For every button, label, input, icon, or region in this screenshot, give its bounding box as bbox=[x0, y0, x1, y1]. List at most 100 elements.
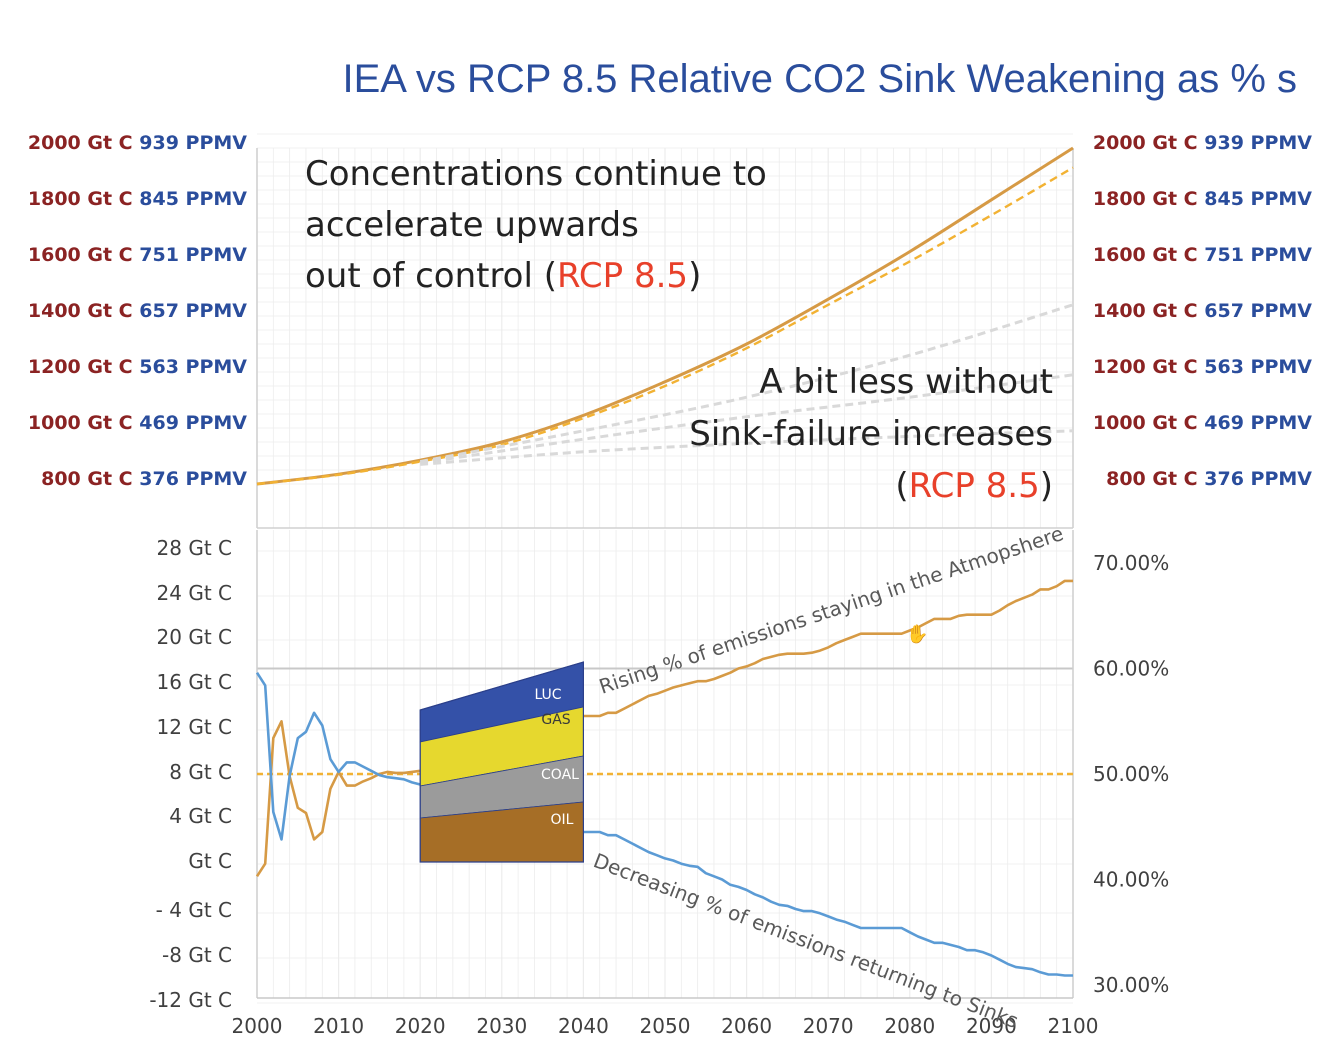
x-axis: 2000 2010 2020 2030 2040 2050 2060 2070 2080 2090… bbox=[232, 1014, 1099, 1038]
stack-outline bbox=[419, 661, 585, 863]
ppmv-value: 469 PPMV bbox=[1204, 412, 1312, 434]
lower-series-line bbox=[583, 579, 1073, 718]
upper-right-tick-label: 1000 Gt C 469 PPMV bbox=[1093, 412, 1312, 434]
gt-value: 800 Gt C bbox=[41, 468, 139, 490]
lower-left-axis: 28 Gt C 24 Gt C 20 Gt C 16 Gt C 12 Gt C 8 Gt … bbox=[149, 536, 232, 1012]
upper-series-line bbox=[420, 429, 1074, 466]
upper-gridlines bbox=[256, 133, 1074, 529]
gt-value: 2000 Gt C bbox=[1093, 132, 1204, 154]
hand-cursor-icon: ✋ bbox=[906, 623, 928, 645]
lower-right-tick-label: 40.00% bbox=[1093, 868, 1169, 892]
gt-value: 1800 Gt C bbox=[28, 188, 139, 210]
gt-value: 800 Gt C bbox=[1106, 468, 1204, 490]
lower-left-tick-label: - 4 Gt C bbox=[156, 898, 232, 922]
upper-series-line bbox=[256, 166, 1074, 486]
ppmv-value: 657 PPMV bbox=[139, 300, 247, 322]
x-tick-label: 2030 bbox=[476, 1014, 527, 1038]
lower-note-line2: Sink-failure increases bbox=[689, 414, 1053, 454]
lower-series bbox=[255, 579, 1073, 977]
upper-right-tick-label: 1200 Gt C 563 PPMV bbox=[1093, 356, 1312, 378]
lower-left-tick-label: -12 Gt C bbox=[149, 988, 232, 1012]
upper-note-suffix: ) bbox=[688, 256, 701, 296]
ppmv-value: 751 PPMV bbox=[1204, 244, 1312, 266]
gt-value: 1000 Gt C bbox=[28, 412, 139, 434]
stack-layer-label: COAL bbox=[541, 767, 579, 783]
lower-left-tick-label: 4 Gt C bbox=[169, 804, 232, 828]
gt-value: 2000 Gt C bbox=[28, 132, 139, 154]
rising-label: Rising % of emissions staying in the Atm… bbox=[596, 521, 1066, 699]
gt-value: 1600 Gt C bbox=[1093, 244, 1204, 266]
gt-value: 1800 Gt C bbox=[1093, 188, 1204, 210]
upper-note-line3: out of control (RCP 8.5) bbox=[305, 256, 701, 296]
upper-series bbox=[256, 146, 1074, 486]
gt-value: 1400 Gt C bbox=[1093, 300, 1204, 322]
lower-right-tick-label: 60.00% bbox=[1093, 657, 1169, 681]
x-tick-label: 2060 bbox=[721, 1014, 772, 1038]
ppmv-value: 845 PPMV bbox=[1204, 188, 1312, 210]
upper-note-prefix: out of control ( bbox=[305, 256, 557, 296]
lower-right-tick-label: 30.00% bbox=[1093, 973, 1169, 997]
energy-mix-stack: LUC GAS COAL OIL bbox=[419, 661, 585, 863]
upper-left-tick-label: 1600 Gt C 751 PPMV bbox=[28, 244, 247, 266]
upper-left-tick-label: 1800 Gt C 845 PPMV bbox=[28, 188, 247, 210]
upper-right-tick-label: 800 Gt C 376 PPMV bbox=[1106, 468, 1312, 490]
lower-right-tick-label: 50.00% bbox=[1093, 762, 1169, 786]
x-tick-label: 2080 bbox=[884, 1014, 935, 1038]
stack-layer-label: LUC bbox=[534, 687, 561, 703]
ppmv-value: 376 PPMV bbox=[139, 468, 247, 490]
upper-note-line2: accelerate upwards bbox=[305, 205, 639, 245]
lower-note-line1: A bit less without bbox=[759, 362, 1053, 402]
lower-right-tick-label: 70.00% bbox=[1093, 551, 1169, 575]
lower-note-suffix: ) bbox=[1040, 466, 1053, 506]
upper-note-highlight: RCP 8.5 bbox=[557, 256, 688, 296]
gt-value: 1400 Gt C bbox=[28, 300, 139, 322]
lower-left-tick-label: 28 Gt C bbox=[157, 536, 232, 560]
chart-title: IEA vs RCP 8.5 Relative CO2 Sink Weakeni… bbox=[342, 57, 1297, 101]
x-tick-label: 2010 bbox=[313, 1014, 364, 1038]
lower-gridlines bbox=[256, 530, 1074, 1004]
x-tick-label: 2090 bbox=[966, 1014, 1017, 1038]
lower-note-line3: (RCP 8.5) bbox=[895, 466, 1053, 506]
gt-value: 1200 Gt C bbox=[28, 356, 139, 378]
gt-value: 1000 Gt C bbox=[1093, 412, 1204, 434]
ppmv-value: 469 PPMV bbox=[139, 412, 247, 434]
upper-note-line1: Concentrations continue to bbox=[305, 154, 767, 194]
lower-series-line bbox=[255, 671, 421, 841]
lower-left-tick-label: 8 Gt C bbox=[169, 760, 232, 784]
gt-value: 1600 Gt C bbox=[28, 244, 139, 266]
lower-right-axis: 70.00% 60.00% 50.00% 40.00% 30.00% bbox=[1093, 551, 1169, 997]
gt-value: 1200 Gt C bbox=[1093, 356, 1204, 378]
upper-left-tick-label: 1000 Gt C 469 PPMV bbox=[28, 412, 247, 434]
upper-left-tick-label: 2000 Gt C 939 PPMV bbox=[28, 132, 247, 154]
x-tick-label: 2040 bbox=[558, 1014, 609, 1038]
lower-left-tick-label: 12 Gt C bbox=[157, 715, 232, 739]
ppmv-value: 845 PPMV bbox=[139, 188, 247, 210]
ppmv-value: 657 PPMV bbox=[1204, 300, 1312, 322]
lower-left-tick-label: 24 Gt C bbox=[157, 581, 232, 605]
upper-right-tick-label: 1800 Gt C 845 PPMV bbox=[1093, 188, 1312, 210]
upper-right-tick-label: 1400 Gt C 657 PPMV bbox=[1093, 300, 1312, 322]
x-tick-label: 2000 bbox=[232, 1014, 283, 1038]
upper-right-tick-label: 1600 Gt C 751 PPMV bbox=[1093, 244, 1312, 266]
upper-left-axis: 2000 Gt C 939 PPMV 1800 Gt C 845 PPMV 1600… bbox=[28, 132, 247, 490]
upper-left-tick-label: 1400 Gt C 657 PPMV bbox=[28, 300, 247, 322]
x-tick-label: 2070 bbox=[803, 1014, 854, 1038]
lower-left-tick-label: 16 Gt C bbox=[157, 670, 232, 694]
upper-series-line bbox=[256, 146, 1074, 486]
upper-series-line bbox=[419, 303, 1074, 464]
ppmv-value: 563 PPMV bbox=[1204, 356, 1312, 378]
lower-left-tick-label: -8 Gt C bbox=[162, 943, 232, 967]
upper-series-line bbox=[419, 373, 1074, 465]
ppmv-value: 939 PPMV bbox=[1204, 132, 1312, 154]
ppmv-value: 751 PPMV bbox=[139, 244, 247, 266]
decreasing-label: Decreasing % of emissions returning to S… bbox=[590, 848, 1021, 1033]
upper-right-tick-label: 2000 Gt C 939 PPMV bbox=[1093, 132, 1312, 154]
stack-layer-label: GAS bbox=[541, 712, 570, 728]
upper-left-tick-label: 800 Gt C 376 PPMV bbox=[41, 468, 247, 490]
ppmv-value: 376 PPMV bbox=[1204, 468, 1312, 490]
lower-note-highlight: RCP 8.5 bbox=[909, 466, 1040, 506]
upper-left-tick-label: 1200 Gt C 563 PPMV bbox=[28, 356, 247, 378]
lower-series-line bbox=[583, 830, 1073, 977]
ppmv-value: 939 PPMV bbox=[139, 132, 247, 154]
